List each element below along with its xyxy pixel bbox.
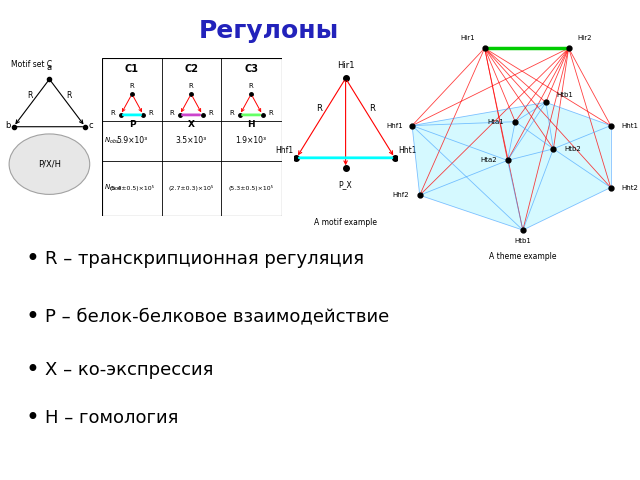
Text: Hhf1: Hhf1: [386, 122, 403, 129]
Text: R: R: [67, 91, 72, 100]
Text: H: H: [247, 120, 255, 129]
Text: 3.5×10³: 3.5×10³: [175, 136, 207, 145]
Text: Hht1: Hht1: [398, 146, 417, 156]
Text: Htb2: Htb2: [564, 146, 581, 152]
Text: H – гомология: H – гомология: [45, 408, 178, 427]
Text: c: c: [88, 121, 93, 130]
Text: C1: C1: [125, 64, 139, 74]
Text: •: •: [25, 406, 39, 430]
Text: P/X/H: P/X/H: [38, 160, 61, 168]
Text: X: X: [188, 120, 195, 129]
Text: Htb1: Htb1: [515, 238, 531, 244]
Text: R: R: [249, 84, 253, 89]
Text: (2.7±0.3)×10⁵: (2.7±0.3)×10⁵: [168, 185, 214, 191]
Text: R: R: [111, 110, 115, 116]
Text: R – транскрипционная регуляция: R – транскрипционная регуляция: [45, 250, 364, 268]
Text: R: R: [129, 84, 134, 89]
Text: R: R: [170, 110, 174, 116]
Text: P: P: [129, 120, 135, 129]
Text: Hht1: Hht1: [621, 122, 638, 129]
Text: •: •: [25, 305, 39, 329]
Text: 1.9×10³: 1.9×10³: [236, 136, 267, 145]
Text: a: a: [47, 63, 52, 72]
Text: Hir1: Hir1: [461, 35, 476, 41]
Text: $N_{obs}$: $N_{obs}$: [104, 136, 120, 146]
Text: R: R: [148, 110, 154, 116]
Text: Motif set C: Motif set C: [11, 60, 52, 70]
Text: R: R: [316, 104, 322, 113]
Text: (5.3±0.5)×10⁵: (5.3±0.5)×10⁵: [228, 185, 274, 191]
Text: R: R: [369, 104, 375, 113]
Text: Hhf2: Hhf2: [392, 192, 409, 198]
Text: Hta2: Hta2: [480, 157, 497, 163]
Text: C2: C2: [184, 64, 198, 74]
Text: R: R: [230, 110, 234, 116]
Text: Регулоны: Регулоны: [198, 19, 339, 43]
Text: X – ко-экспрессия: X – ко-экспрессия: [45, 360, 213, 379]
Text: Hir1: Hir1: [337, 60, 355, 70]
Text: P_X: P_X: [339, 180, 353, 189]
Polygon shape: [412, 102, 611, 230]
Text: R: R: [208, 110, 212, 116]
Text: A motif example: A motif example: [314, 218, 377, 227]
Text: •: •: [25, 247, 39, 271]
Text: (5.4±0.5)×10⁵: (5.4±0.5)×10⁵: [109, 185, 154, 191]
Text: Hht2: Hht2: [621, 184, 638, 191]
Text: A theme example: A theme example: [489, 252, 557, 261]
Text: R: R: [189, 84, 193, 89]
Text: $N_{rand}$: $N_{rand}$: [104, 183, 123, 193]
Text: R: R: [268, 110, 273, 116]
Text: Htb1: Htb1: [556, 92, 573, 97]
Text: C3: C3: [244, 64, 258, 74]
Text: b: b: [6, 121, 11, 130]
Text: 5.9×10³: 5.9×10³: [116, 136, 148, 145]
Text: •: •: [25, 358, 39, 382]
Text: R: R: [27, 91, 33, 100]
Text: Hir2: Hir2: [578, 35, 593, 41]
Text: Hhf1: Hhf1: [275, 146, 293, 156]
Text: Hta1: Hta1: [488, 119, 504, 125]
Ellipse shape: [9, 134, 90, 194]
Text: P – белок-белковое взаимодействие: P – белок-белковое взаимодействие: [45, 308, 389, 326]
